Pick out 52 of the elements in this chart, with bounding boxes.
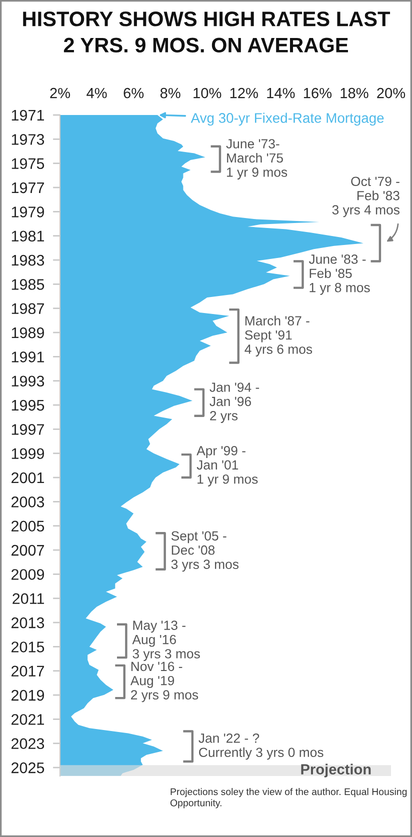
x-tick-label: 14% bbox=[267, 88, 295, 98]
x-tick-label: 18% bbox=[340, 88, 368, 98]
chart-title: HISTORY SHOWS HIGH RATES LAST 2 YRS. 9 MOS. ON AVERAGE bbox=[23, 12, 390, 53]
annotation: Oct '79 - Feb '83 3 yrs 4 mos bbox=[332, 176, 400, 218]
y-tick-label: 2017 bbox=[12, 666, 44, 677]
y-tick-label: 1977 bbox=[12, 182, 44, 194]
y-tick-label: 2015 bbox=[12, 642, 44, 652]
x-tick-label: 6% bbox=[124, 88, 144, 98]
x-tick-label: 16% bbox=[304, 88, 332, 98]
band-label: Projection bbox=[301, 764, 371, 778]
text: Projections soley the view of the author. Equal Housing Opportunity. bbox=[170, 788, 407, 808]
annotation: Nov '16 - Aug '19 2 yrs 9 mos bbox=[130, 662, 198, 702]
y-tick-label: 1979 bbox=[12, 206, 44, 218]
x-tick-label: 8% bbox=[160, 88, 180, 98]
x-tick-label: 12% bbox=[230, 88, 258, 98]
x-tick-label: 10% bbox=[194, 88, 222, 98]
y-tick-label: 1975 bbox=[12, 158, 44, 170]
y-tick-label: 2011 bbox=[12, 593, 44, 604]
y-tick-label: 1997 bbox=[12, 424, 44, 435]
y-tick-label: 2005 bbox=[12, 520, 44, 532]
y-tick-label: 2001 bbox=[12, 472, 44, 484]
y-tick-label: 1999 bbox=[12, 448, 44, 460]
x-tick-label: 2% bbox=[50, 88, 70, 98]
annotation: Sept '05 - Dec '08 3 yrs 3 mos bbox=[171, 531, 239, 572]
annotation: Apr '99 - Jan '01 1 yr 9 mos bbox=[196, 446, 258, 486]
annotation: May '13 - Aug '16 3 yrs 3 mos bbox=[132, 620, 200, 662]
annotation: Jan '22 - ? Currently 3 yrs 0 mos bbox=[198, 733, 324, 760]
legend-label: Avg 30-yr Fixed-Rate Mortgage bbox=[190, 112, 384, 126]
y-tick-label: 2023 bbox=[12, 738, 44, 750]
y-tick-label: 2009 bbox=[12, 569, 44, 580]
annotation: Jan '94 - Jan '96 2 yrs bbox=[210, 382, 260, 423]
y-tick-label: 1973 bbox=[12, 134, 44, 145]
x-tick-label: 4% bbox=[86, 88, 107, 98]
y-tick-label: 2013 bbox=[12, 617, 44, 628]
y-tick-label: 1985 bbox=[12, 279, 44, 290]
annotation: June '73- March '75 1 yr 9 mos bbox=[226, 139, 288, 180]
y-tick-label: 2019 bbox=[12, 690, 44, 701]
y-tick-label: 1981 bbox=[12, 230, 44, 242]
y-tick-label: 2025 bbox=[12, 762, 44, 774]
x-tick-label: 20% bbox=[377, 88, 406, 98]
y-tick-label: 1993 bbox=[12, 376, 44, 387]
y-tick-label: 1989 bbox=[12, 327, 44, 338]
y-tick-label: 2003 bbox=[12, 496, 44, 508]
y-tick-label: 2007 bbox=[12, 544, 44, 556]
y-tick-label: 2021 bbox=[12, 714, 44, 725]
y-tick-label: 1971 bbox=[12, 110, 44, 121]
y-tick-label: 1995 bbox=[12, 400, 44, 411]
y-tick-label: 1983 bbox=[12, 254, 44, 266]
y-tick-label: 1987 bbox=[12, 303, 44, 314]
annotation: March '87 - Sept '91 4 yrs 6 mos bbox=[244, 316, 312, 356]
annotation: June '83 - Feb '85 1 yr 8 mos bbox=[308, 254, 370, 295]
y-tick-label: 1991 bbox=[12, 352, 44, 362]
